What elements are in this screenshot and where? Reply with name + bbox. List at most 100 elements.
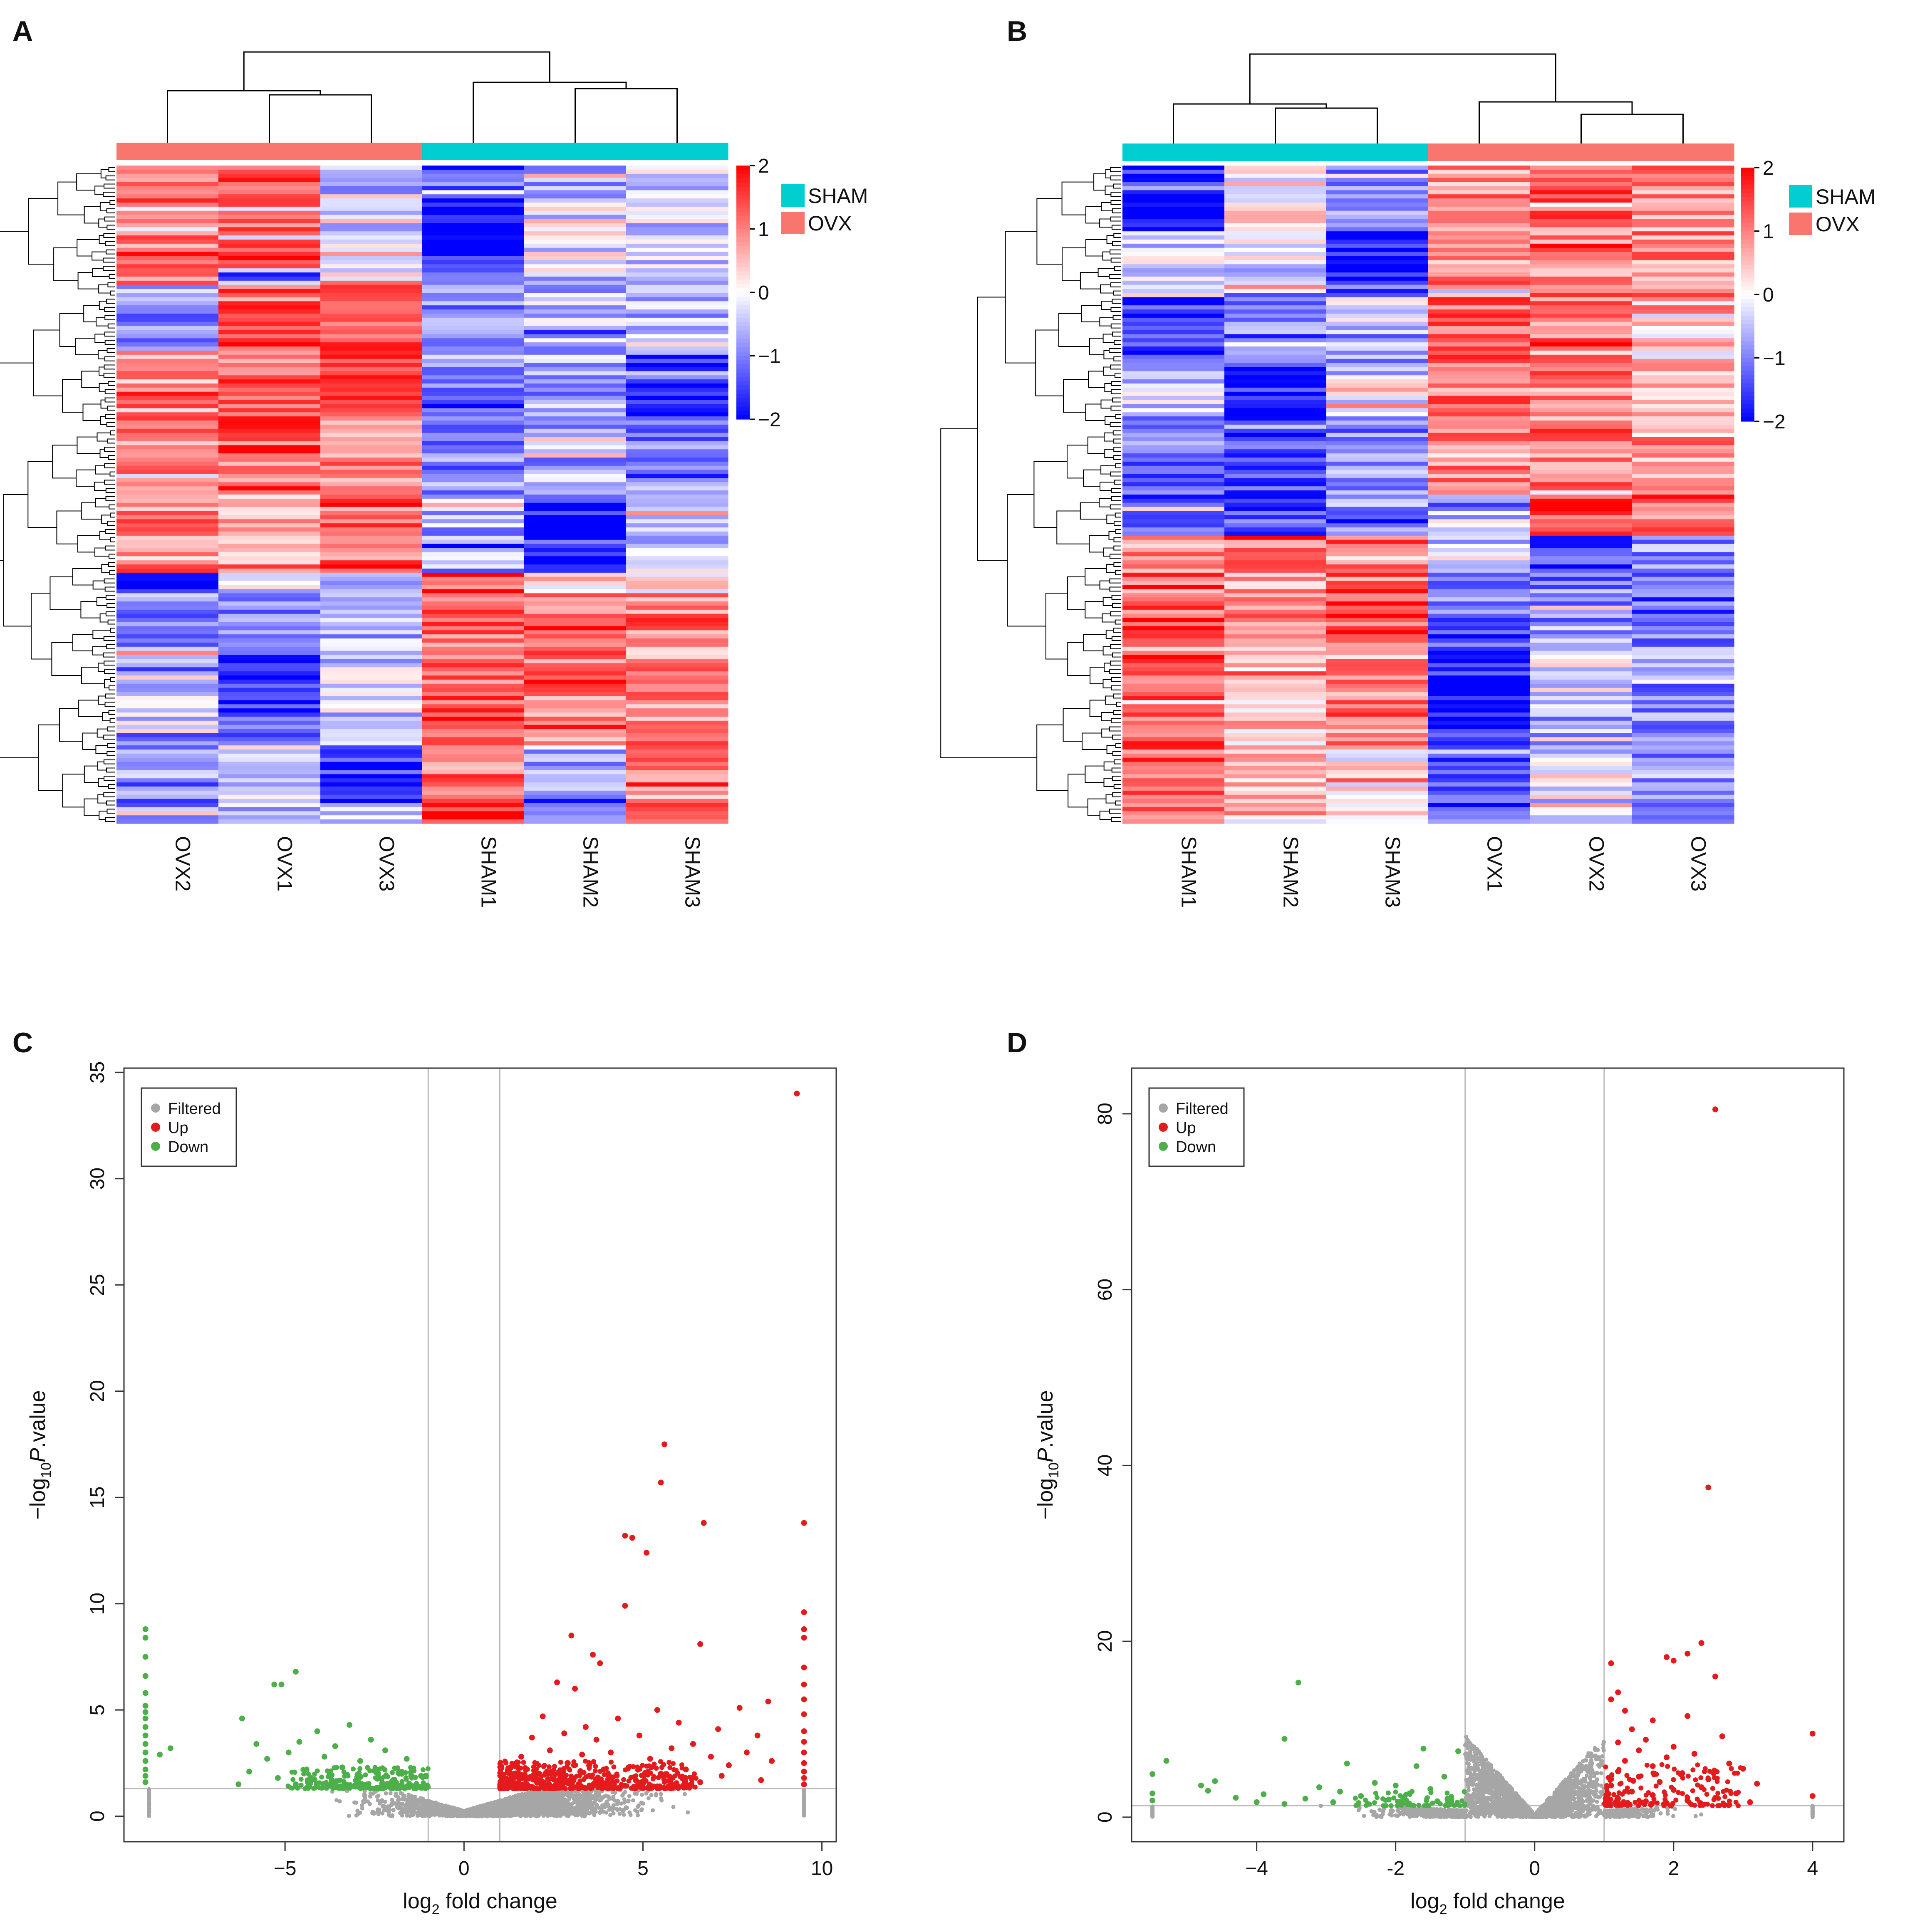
heatmap-cell [524,498,627,503]
heatmap-cell [1122,770,1225,774]
heatmap-cell [422,663,525,668]
heatmap-cell [1326,683,1429,688]
dendrogram-branch [1114,759,1121,764]
heatmap-cell [1122,346,1225,351]
heatmap-cell [116,609,219,614]
heatmap-cell [1530,309,1633,314]
heatmap-cell [1224,387,1327,392]
heatmap-cell [1428,572,1531,577]
heatmap-cell [1224,178,1327,183]
heatmap-cell [218,235,321,240]
dendrogram-branch [1110,307,1121,312]
heatmap-cell [1428,198,1531,203]
heatmap-cell [422,708,525,713]
filtered-point [558,1804,563,1808]
heatmap-cell [422,247,525,252]
dendrogram-branch [1085,403,1105,421]
filtered-point [376,1798,380,1803]
color-scale-step [1741,345,1754,350]
color-scale-step [736,394,750,398]
dendrogram-branch [104,480,115,485]
heatmap-cell [1530,470,1633,475]
heatmap-cell [1530,441,1633,445]
heatmap-cell [626,799,728,804]
heatmap-cell [1326,671,1429,676]
heatmap-cell [320,519,423,524]
heatmap-cell [1632,182,1734,187]
filtered-point [627,1810,632,1815]
heatmap-cell [626,474,728,479]
heatmap-cell [116,227,219,232]
heatmap-cell [1632,169,1734,174]
heatmap-cell [422,186,525,190]
heatmap-cell [218,539,321,544]
heatmap-cell [1326,441,1429,445]
heatmap-cell [1530,568,1633,573]
dendrogram-branch [1113,455,1121,460]
heatmap-cell [1632,284,1734,289]
heatmap-cell [1428,581,1531,586]
heatmap-cell [1122,515,1225,519]
dendrogram-branch [100,416,107,425]
heatmap-cell [422,322,525,327]
heatmap-cell [1428,651,1531,656]
heatmap-cell [320,173,423,178]
heatmap-cell [1530,490,1633,495]
heatmap-cell [1224,646,1327,651]
heatmap-cell [1428,346,1531,351]
heatmap-cell [1224,268,1327,273]
heatmap-cell [1632,391,1734,396]
sample-label-sham2: SHAM2 [1279,836,1303,908]
color-scale-step [1741,320,1754,324]
heatmap-cell [116,293,219,297]
heatmap-cell [116,811,219,816]
heatmap-cell [1428,750,1531,754]
filtered-point [390,1813,395,1818]
heatmap-cell [626,166,728,170]
dendrogram-branch [107,743,115,748]
heatmap-cell [422,581,525,586]
heatmap-cell [1530,346,1633,351]
heatmap-cell [1632,527,1734,532]
heatmap-cell [626,206,728,211]
heatmap-cell [1632,753,1734,758]
heatmap-cell [1224,774,1327,779]
heatmap-cell [1326,729,1429,734]
heatmap-cell [218,354,321,359]
heatmap-cell [218,519,321,524]
dendrogram-branch [104,340,115,345]
heatmap-cell [1632,774,1734,779]
dendrogram-branch [1110,504,1121,510]
heatmap-cell [1530,215,1633,220]
dendrogram-branch [31,593,52,660]
heatmap-cell [626,782,728,787]
filtered-point [399,1801,404,1806]
heatmap-cell [1224,811,1327,816]
heatmap-cell [626,733,728,737]
heatmap-cell [1224,354,1327,359]
heatmap-cell [422,753,525,758]
heatmap-cell [626,354,728,359]
heatmap-cell [626,458,728,462]
dendrogram-branch [98,284,111,294]
heatmap-cell [1428,519,1531,524]
heatmap-cell [218,564,321,569]
dendrogram-branch [97,794,107,804]
color-scale-step [1741,184,1754,189]
heatmap-cell [1224,576,1327,581]
heatmap-cell [1530,478,1633,482]
heatmap-cell [218,408,321,413]
heatmap-cell [1122,441,1225,445]
heatmap-cell [626,609,728,614]
heatmap-cell [1632,646,1734,651]
dendrogram-branch [1104,432,1114,442]
heatmap-cell [1224,219,1327,224]
heatmap-cell [1632,482,1734,487]
dendrogram-branch [77,239,99,257]
heatmap-cell [218,227,321,232]
heatmap-cell [1632,433,1734,438]
dendrogram-branch [107,348,115,353]
dendrogram-branch [1111,381,1121,386]
heatmap-cell [524,560,627,565]
